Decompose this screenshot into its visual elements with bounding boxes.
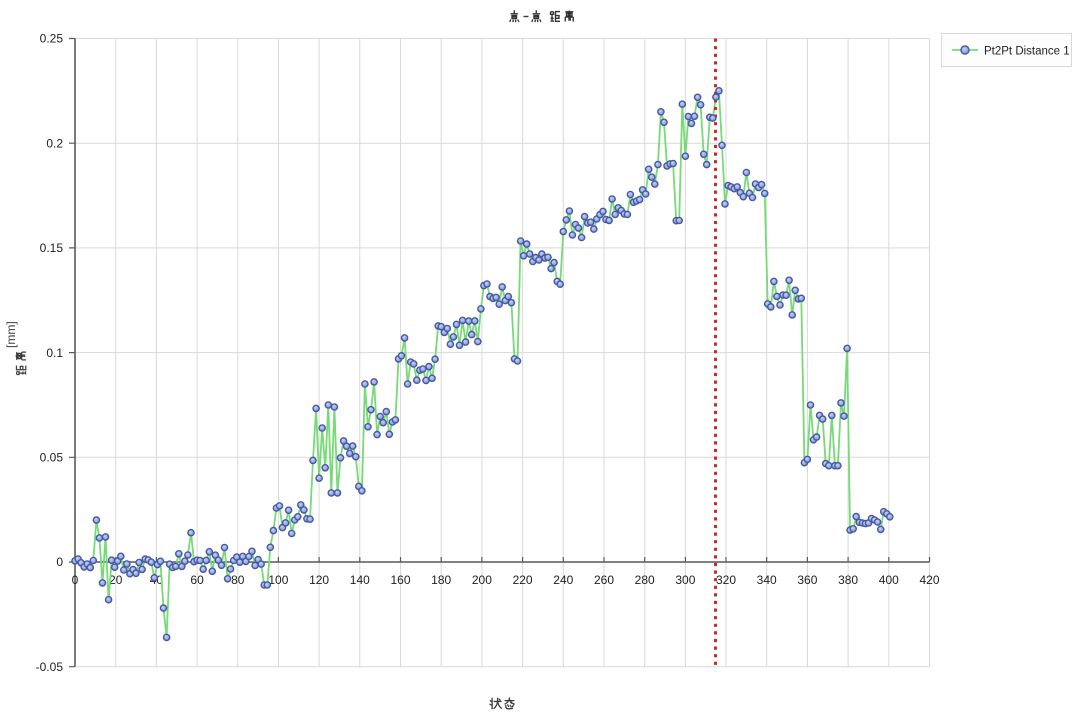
- svg-text:Pt2Pt Distance 1: Pt2Pt Distance 1: [984, 46, 1070, 58]
- svg-text:0.15: 0.15: [40, 241, 64, 255]
- svg-text:0.25: 0.25: [40, 32, 64, 46]
- svg-text:320: 320: [716, 573, 736, 587]
- svg-text:0: 0: [72, 573, 79, 587]
- svg-text:160: 160: [390, 573, 410, 587]
- svg-text:240: 240: [553, 573, 573, 587]
- svg-text:380: 380: [838, 573, 858, 587]
- svg-text:0.2: 0.2: [46, 136, 63, 150]
- svg-text:100: 100: [268, 573, 288, 587]
- svg-text:0.1: 0.1: [46, 346, 63, 360]
- svg-text:80: 80: [231, 573, 245, 587]
- svg-text:[mm]: [mm]: [4, 321, 18, 348]
- svg-text:0.05: 0.05: [40, 451, 64, 465]
- svg-text:340: 340: [757, 573, 777, 587]
- svg-text:120: 120: [309, 573, 329, 587]
- svg-text:300: 300: [675, 573, 695, 587]
- svg-text:360: 360: [797, 573, 817, 587]
- svg-text:20: 20: [109, 573, 123, 587]
- svg-text:280: 280: [635, 573, 655, 587]
- svg-text:420: 420: [919, 573, 939, 587]
- svg-text:260: 260: [594, 573, 614, 587]
- svg-text:200: 200: [472, 573, 492, 587]
- svg-text:60: 60: [190, 573, 204, 587]
- svg-text:140: 140: [350, 573, 370, 587]
- svg-text:0: 0: [56, 555, 63, 569]
- svg-text:220: 220: [513, 573, 533, 587]
- svg-text:400: 400: [879, 573, 899, 587]
- svg-text:180: 180: [431, 573, 451, 587]
- svg-text:-0.05: -0.05: [36, 660, 64, 674]
